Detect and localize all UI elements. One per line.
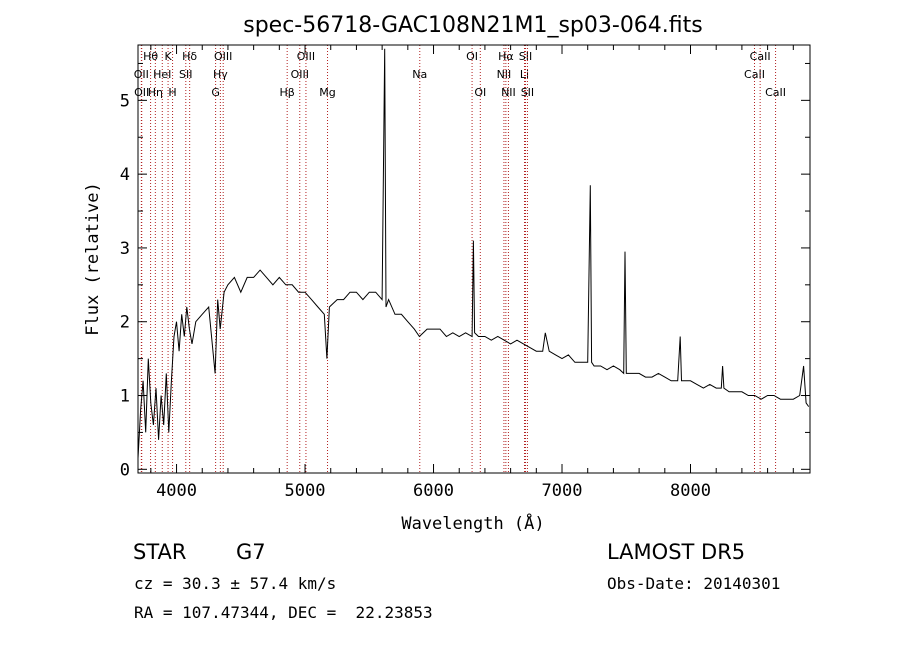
x-axis-label: Wavelength (Å) <box>401 512 544 534</box>
marker-label: G <box>211 86 220 99</box>
marker-label: NII <box>501 86 516 99</box>
y-tick-label: 4 <box>120 165 130 185</box>
marker-label: Mg <box>319 86 335 99</box>
y-axis: 0 1 2 3 4 5 <box>120 62 810 480</box>
marker-label: H <box>168 86 176 99</box>
marker-label: Li <box>520 68 529 81</box>
marker-label: OIII <box>214 50 232 63</box>
object-subclass: G7 <box>236 540 266 564</box>
marker-label: Hδ <box>182 50 197 63</box>
survey-name: LAMOST DR5 <box>607 540 746 564</box>
x-tick-label: 4000 <box>156 481 197 501</box>
marker-label: Na <box>412 68 427 81</box>
spectrum-line <box>137 48 810 459</box>
marker-label: CaII <box>750 50 771 63</box>
x-tick-label: 8000 <box>670 481 711 501</box>
marker-label: Hη <box>148 86 163 99</box>
marker-label: Hα <box>498 50 514 63</box>
x-axis: 4000 5000 6000 7000 8000 <box>150 45 794 501</box>
marker-label: Hθ <box>143 50 158 63</box>
spectral-line-markers: HθOIIOIIHηHeIKHSIIHδGHγOIIIHβOIIIOIIIMgN… <box>134 45 786 473</box>
y-tick-label: 3 <box>120 239 130 259</box>
spectrum-series <box>137 48 810 459</box>
marker-label: SII <box>519 50 532 63</box>
observation-date: Obs-Date: 20140301 <box>607 574 781 593</box>
marker-label: HeI <box>153 68 171 81</box>
marker-label: CaII <box>744 68 765 81</box>
marker-label: OI <box>466 50 478 63</box>
plot-frame <box>137 44 811 474</box>
y-tick-label: 2 <box>120 313 130 333</box>
coordinates: RA = 107.47344, DEC = 22.23853 <box>134 603 433 622</box>
x-tick-label: 5000 <box>285 481 326 501</box>
x-tick-label: 7000 <box>542 481 583 501</box>
y-tick-label: 5 <box>120 91 130 111</box>
x-tick-label: 6000 <box>413 481 454 501</box>
marker-label: OIII <box>291 68 309 81</box>
marker-label: SII <box>179 68 192 81</box>
redshift-value: cz = 30.3 ± 57.4 km/s <box>134 574 337 593</box>
y-axis-label: Flux (relative) <box>83 182 103 336</box>
marker-label: OI <box>474 86 486 99</box>
y-tick-label: 1 <box>120 387 130 407</box>
marker-label: K <box>164 50 172 63</box>
marker-label: SII <box>521 86 534 99</box>
marker-label: NII <box>497 68 512 81</box>
y-tick-label: 0 <box>120 460 130 480</box>
marker-label: Hβ <box>280 86 295 99</box>
marker-label: CaII <box>765 86 786 99</box>
marker-label: Hγ <box>213 68 228 81</box>
chart-title: spec-56718-GAC108N21M1_sp03-064.fits <box>243 13 703 38</box>
marker-label: OIII <box>297 50 315 63</box>
object-class: STAR <box>133 540 187 564</box>
